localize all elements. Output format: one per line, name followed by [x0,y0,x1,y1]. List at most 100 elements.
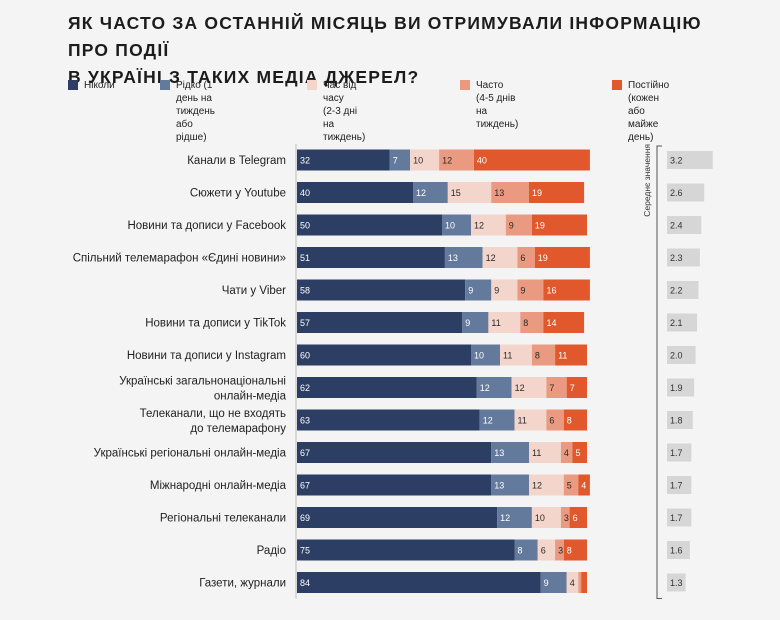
average-bar [667,216,702,234]
legend-swatch-sometimes [307,80,317,90]
bar-segment-constantly [581,572,587,593]
bar-value-label: 8 [535,351,540,361]
bar-value-label: 13 [494,448,504,458]
bar-value-label: 51 [300,253,310,263]
legend-label-never: Ніколи [84,80,115,91]
bar-segment-constantly [578,474,590,496]
bar-value-label: 40 [300,188,310,198]
bar-segment-sometimes [531,507,561,528]
bar-value-label: 13 [448,253,458,263]
bar-value-label: 12 [416,188,426,198]
bar-value-label: 9 [465,318,470,328]
bar-segment-often [439,149,474,171]
average-value-label: 2.0 [670,351,683,361]
bar-value-label: 12 [500,513,510,523]
bar-value-label: 5 [576,448,581,458]
average-value-label: 2.2 [670,286,683,296]
bar-value-label: 6 [541,546,546,556]
average-bar [667,443,692,462]
bar-segment-rarely [462,312,489,333]
bar-value-label: 5 [567,481,572,491]
bar-value-label: 9 [468,286,473,296]
category-label: Спільний телемарафон «Єдині новини» [73,253,286,265]
bar-segment-never [297,214,442,236]
category-label: Сюжети у Youtube [190,188,286,200]
average-value-label: 1.7 [670,481,683,491]
bar-value-label: 10 [535,513,545,523]
bar-segment-constantly [543,312,585,333]
legend-label-often: Часто (4-5 днів на тиждень) [476,80,519,130]
bar-value-label: 8 [567,416,572,426]
legend-label-sometimes: Час від часу (2-3 дні на тиждень) [323,80,366,143]
bar-value-label: 69 [300,513,310,523]
bar-segment-sometimes [482,247,518,268]
bar-value-label: 8 [523,318,528,328]
bar-value-label: 8 [567,546,572,556]
bar-value-label: 12 [483,416,493,426]
bar-segment-often [546,409,564,431]
bar-segment-often [491,182,529,203]
bar-value-label: 11 [532,448,541,458]
bar-value-label: 4 [564,448,569,458]
bar-segment-rarely [491,474,529,496]
bar-segment-never [297,507,498,528]
bar-segment-sometimes [566,572,579,593]
bar-value-label: 12 [515,383,525,393]
bar-value-label: 7 [549,383,554,393]
bar-value-label: 12 [474,221,484,231]
bar-segment-often [531,344,556,366]
bar-segment-never [297,312,463,333]
bar-segment-sometimes [529,442,561,463]
bar-value-label: 6 [549,416,554,426]
bar-value-label: 16 [547,286,557,296]
bar-value-label: 11 [558,351,567,361]
bar-value-label: 11 [503,351,512,361]
average-value-label: 1.9 [670,383,683,393]
average-axis-label: Середнє значення [642,144,652,217]
category-label: Новини та дописи у Facebook [127,220,286,232]
bar-segment-sometimes [514,409,547,431]
average-value-label: 1.3 [670,578,683,588]
bar-value-label: 62 [300,383,310,393]
bar-value-label: 9 [509,221,514,231]
bar-segment-sometimes [511,377,547,398]
bar-value-label: 84 [300,578,310,588]
bar-segment-sometimes [537,539,556,561]
bar-value-label: 10 [474,351,484,361]
bar-value-label: 19 [535,221,545,231]
category-label: Чати у Viber [222,285,286,297]
bar-value-label: 13 [494,188,504,198]
bar-segment-often [546,377,567,398]
average-bar [667,378,695,397]
bar-segment-never [297,149,390,171]
bar-segment-rarely [471,344,500,366]
bar-value-label: 32 [300,156,310,166]
legend-label-rarely: Рідко (1 день на тиждень або рідше) [176,80,215,143]
bar-segment-constantly [529,182,585,203]
bar-segment-sometimes [471,214,506,236]
bar-value-label: 7 [570,383,575,393]
bar-segment-often [560,442,573,463]
bar-value-label: 4 [570,578,575,588]
bar-value-label: 57 [300,318,310,328]
bar-value-label: 40 [477,156,487,166]
average-value-label: 3.2 [670,156,683,166]
bar-value-label: 12 [486,253,496,263]
average-bar [667,476,692,494]
bar-segment-never [297,539,515,561]
average-bar [667,508,692,527]
bar-value-label: 9 [544,578,549,588]
bar-segment-often [505,214,532,236]
average-bar [667,541,690,559]
bar-segment-constantly [534,247,590,268]
bar-segment-never [297,279,466,301]
average-value-label: 1.8 [670,416,683,426]
chart-title: Як часто за останній місяць ви отримувал… [68,13,702,87]
bar-segment-often [517,247,535,268]
average-bar [667,281,699,299]
bar-value-label: 11 [491,318,500,328]
bar-segment-rarely [497,507,532,528]
legend-swatch-constantly [612,80,622,90]
average-value-label: 1.6 [670,546,683,556]
category-label: Регіональні телеканали [160,513,286,525]
